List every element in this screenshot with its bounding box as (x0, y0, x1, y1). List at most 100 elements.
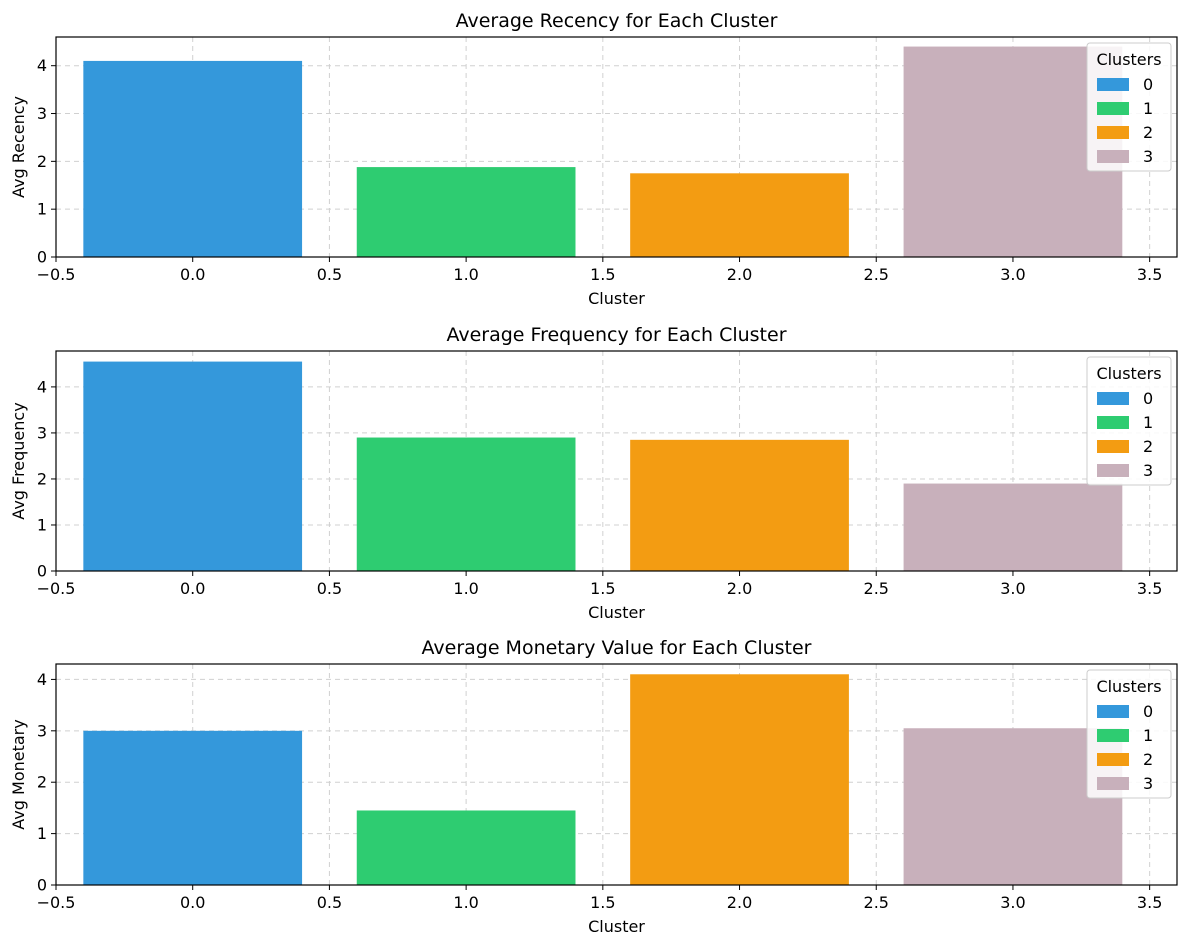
y-tick-label: 0 (37, 248, 47, 267)
legend-label: 1 (1143, 99, 1153, 118)
chart-title: Average Monetary Value for Each Cluster (422, 637, 812, 659)
legend-swatch (1097, 729, 1129, 742)
x-tick-label: 2.0 (727, 265, 752, 284)
bar-cluster-2[interactable] (630, 173, 849, 257)
y-axis-label: Avg Recency (9, 96, 28, 198)
x-tick-label: 2.5 (864, 893, 889, 912)
x-axis-label: Cluster (588, 917, 645, 936)
legend-swatch (1097, 464, 1129, 477)
x-axis-label: Cluster (588, 603, 645, 622)
legend-title: Clusters (1096, 677, 1161, 696)
legend-swatch (1097, 150, 1129, 163)
y-tick-label: 4 (37, 377, 47, 396)
x-tick-label: −0.5 (37, 579, 76, 598)
y-tick-label: 1 (37, 515, 47, 534)
chart-title: Average Recency for Each Cluster (456, 10, 778, 32)
y-tick-label: 3 (37, 104, 47, 123)
x-tick-label: 2.0 (727, 893, 752, 912)
legend: Clusters 0 1 2 3 (1086, 42, 1172, 172)
x-tick-label: 1.5 (590, 265, 615, 284)
legend-swatch (1097, 416, 1129, 429)
x-tick-label: −0.5 (37, 893, 76, 912)
x-tick-label: 0.5 (317, 579, 342, 598)
x-tick-label: 3.5 (1137, 265, 1162, 284)
subplot-2: −0.5 0.0 0.5 1.0 1.5 2.0 2.5 3.0 3.5 0 1 2 3 4 Average… (9, 637, 1178, 936)
legend-label: 2 (1143, 123, 1153, 142)
legend-swatch (1097, 440, 1129, 453)
bar-cluster-2[interactable] (630, 439, 849, 571)
x-tick-label: −0.5 (37, 265, 76, 284)
x-tick-label: 3.0 (1000, 265, 1025, 284)
x-tick-label: 1.5 (590, 893, 615, 912)
x-tick-label: 2.0 (727, 579, 752, 598)
legend-label: 1 (1143, 413, 1153, 432)
subplot-0: −0.5 0.0 0.5 1.0 1.5 2.0 2.5 3.0 3.5 0 1 2 3 4 Average… (9, 10, 1178, 308)
x-axis-label: Cluster (588, 289, 645, 308)
legend-label: 2 (1143, 437, 1153, 456)
y-tick-label: 0 (37, 876, 47, 895)
x-tick-label: 2.5 (864, 579, 889, 598)
legend-label: 0 (1143, 702, 1153, 721)
legend-label: 0 (1143, 75, 1153, 94)
y-tick-label: 2 (37, 469, 47, 488)
axes-frame (55, 663, 1178, 886)
legend: Clusters 0 1 2 3 (1086, 669, 1172, 799)
x-tick-label: 0.0 (180, 265, 205, 284)
bar-cluster-2[interactable] (630, 674, 849, 885)
x-tick-label: 0.5 (317, 893, 342, 912)
y-tick-label: 2 (37, 152, 47, 171)
bar-cluster-0[interactable] (83, 730, 303, 885)
legend-title: Clusters (1096, 364, 1161, 383)
x-tick-label: 1.5 (590, 579, 615, 598)
y-tick-label: 4 (37, 56, 47, 75)
legend-swatch (1097, 102, 1129, 115)
legend-swatch (1097, 126, 1129, 139)
subplot-1: −0.5 0.0 0.5 1.0 1.5 2.0 2.5 3.0 3.5 0 1 2 3 4 Average… (9, 324, 1178, 622)
y-tick-label: 3 (37, 423, 47, 442)
x-tick-label: 3.0 (1000, 579, 1025, 598)
chart-title: Average Frequency for Each Cluster (446, 324, 786, 346)
bar-cluster-3[interactable] (903, 46, 1123, 257)
legend-swatch (1097, 705, 1129, 718)
y-tick-label: 2 (37, 773, 47, 792)
legend-label: 3 (1143, 461, 1153, 480)
axes-frame (55, 350, 1178, 572)
x-tick-label: 1.0 (453, 265, 478, 284)
bar-cluster-3[interactable] (903, 728, 1123, 885)
x-tick-label: 3.5 (1137, 579, 1162, 598)
bar-cluster-1[interactable] (356, 167, 576, 257)
y-tick-label: 3 (37, 721, 47, 740)
x-tick-label: 1.0 (453, 579, 478, 598)
y-tick-label: 1 (37, 200, 47, 219)
bar-cluster-1[interactable] (356, 437, 576, 571)
legend-swatch (1097, 753, 1129, 766)
bar-cluster-0[interactable] (83, 60, 303, 258)
y-axis-label: Avg Monetary (9, 719, 28, 829)
axes-frame (55, 36, 1178, 258)
legend-label: 1 (1143, 726, 1153, 745)
y-axis-label: Avg Frequency (9, 402, 28, 519)
y-tick-label: 4 (37, 670, 47, 689)
legend-swatch (1097, 777, 1129, 790)
x-tick-label: 3.0 (1000, 893, 1025, 912)
legend-label: 0 (1143, 389, 1153, 408)
y-tick-label: 1 (37, 824, 47, 843)
legend-label: 3 (1143, 774, 1153, 793)
legend-swatch (1097, 392, 1129, 405)
legend: Clusters 0 1 2 3 (1086, 356, 1172, 486)
legend-label: 2 (1143, 750, 1153, 769)
x-tick-label: 0.0 (180, 893, 205, 912)
y-tick-label: 0 (37, 562, 47, 581)
x-tick-label: 0.5 (317, 265, 342, 284)
x-tick-label: 3.5 (1137, 893, 1162, 912)
bar-cluster-0[interactable] (83, 361, 303, 571)
x-tick-label: 0.0 (180, 579, 205, 598)
legend-swatch (1097, 78, 1129, 91)
x-tick-label: 1.0 (453, 893, 478, 912)
bar-cluster-1[interactable] (356, 810, 576, 885)
legend-label: 3 (1143, 147, 1153, 166)
legend-title: Clusters (1096, 50, 1161, 69)
bar-cluster-3[interactable] (903, 483, 1123, 571)
x-tick-label: 2.5 (864, 265, 889, 284)
